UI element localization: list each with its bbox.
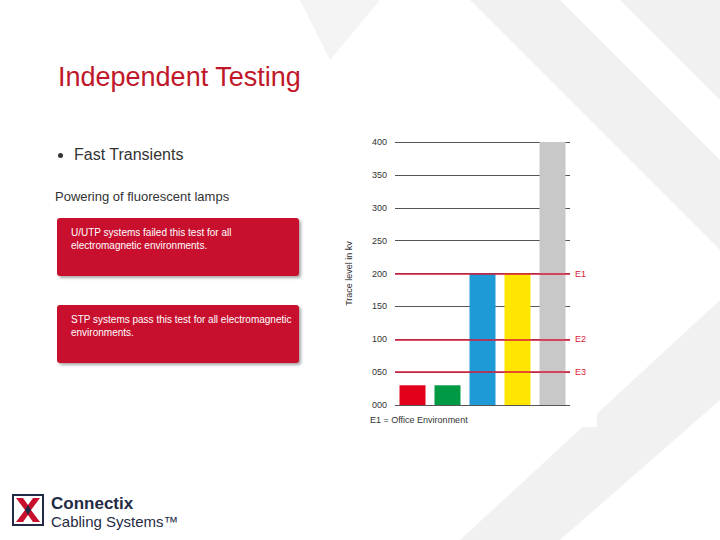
html-text:Powering of fluorescent lamps: Powering of fluorescent lamps <box>55 189 230 204</box>
html-text:Fast Transients: Fast Transients <box>74 146 184 163</box>
html-text:E1 = Office Environment: E1 = Office Environment <box>370 415 468 425</box>
svg-text:E3: E3 <box>575 367 586 377</box>
svg-text:400: 400 <box>372 137 387 147</box>
svg-text:250: 250 <box>372 236 387 246</box>
svg-text:E2: E2 <box>575 334 586 344</box>
svg-text:150: 150 <box>372 301 387 311</box>
svg-text:Trace level in kv: Trace level in kv <box>344 241 354 306</box>
html-text:STP systems pass this test for: STP systems pass this test for all elect… <box>71 314 292 338</box>
svg-text:E1: E1 <box>575 269 586 279</box>
svg-text:350: 350 <box>372 170 387 180</box>
svg-text:100: 100 <box>372 334 387 344</box>
svg-text:200: 200 <box>372 269 387 279</box>
html-text:Cabling Systems™: Cabling Systems™ <box>51 513 179 530</box>
svg-text:000: 000 <box>372 400 387 410</box>
svg-text:300: 300 <box>372 203 387 213</box>
html-text:Independent Testing: Independent Testing <box>58 62 301 92</box>
html-text:Connectix: Connectix <box>51 494 134 513</box>
html-text:U/UTP systems failed this test: U/UTP systems failed this test for all e… <box>71 227 232 251</box>
svg-text:050: 050 <box>372 367 387 377</box>
